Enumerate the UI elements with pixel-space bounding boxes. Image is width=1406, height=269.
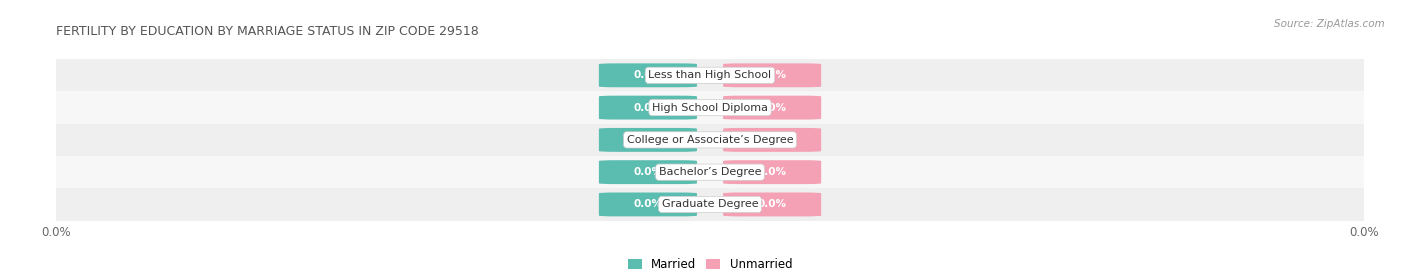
Text: College or Associate’s Degree: College or Associate’s Degree [627,135,793,145]
Text: 0.0%: 0.0% [634,102,662,113]
Text: Source: ZipAtlas.com: Source: ZipAtlas.com [1274,19,1385,29]
FancyBboxPatch shape [599,193,697,216]
Bar [56,124,1364,156]
FancyBboxPatch shape [723,128,821,152]
Text: High School Diploma: High School Diploma [652,102,768,113]
Text: 0.0%: 0.0% [634,70,662,80]
FancyBboxPatch shape [723,193,821,216]
Bar [56,156,1364,188]
Text: Bachelor’s Degree: Bachelor’s Degree [659,167,761,177]
Bar [56,59,1364,91]
FancyBboxPatch shape [723,96,821,119]
Text: Less than High School: Less than High School [648,70,772,80]
FancyBboxPatch shape [723,63,821,87]
FancyBboxPatch shape [723,160,821,184]
Text: 0.0%: 0.0% [634,199,662,210]
Text: FERTILITY BY EDUCATION BY MARRIAGE STATUS IN ZIP CODE 29518: FERTILITY BY EDUCATION BY MARRIAGE STATU… [56,25,479,38]
Text: 0.0%: 0.0% [758,70,786,80]
FancyBboxPatch shape [599,96,697,119]
Text: 0.0%: 0.0% [758,199,786,210]
Text: 0.0%: 0.0% [758,135,786,145]
FancyBboxPatch shape [599,63,697,87]
FancyBboxPatch shape [599,128,697,152]
Bar [56,91,1364,124]
Text: 0.0%: 0.0% [758,102,786,113]
Text: 0.0%: 0.0% [758,167,786,177]
Text: Graduate Degree: Graduate Degree [662,199,758,210]
Bar [56,188,1364,221]
FancyBboxPatch shape [599,160,697,184]
Text: 0.0%: 0.0% [634,135,662,145]
Legend: Married, Unmarried: Married, Unmarried [623,254,797,269]
Text: 0.0%: 0.0% [634,167,662,177]
